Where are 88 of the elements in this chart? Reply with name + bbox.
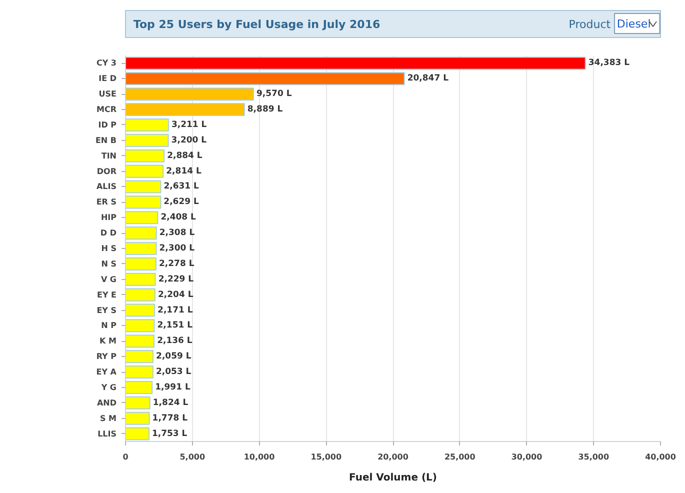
data-label: 2,408 L [160, 212, 197, 223]
text: Product [568, 18, 612, 31]
data-label: 1,778 L [152, 413, 188, 424]
data-label: 2,136 L [157, 336, 193, 346]
data-label: 2,151 L [157, 320, 194, 331]
y-tick-label: TIN [101, 151, 117, 160]
bar [126, 72, 405, 86]
bar [126, 149, 165, 162]
bar [126, 242, 157, 256]
bar [126, 350, 154, 364]
data-label: 1,991 L [155, 382, 191, 392]
y-tick-label: EN B [95, 136, 117, 145]
y-tick-label: K M [100, 336, 117, 346]
y-tick-label: EY S [96, 306, 117, 315]
y-tick-label: D D [100, 228, 117, 238]
bar [126, 272, 156, 286]
y-tick-label: EY A [96, 368, 118, 377]
data-label: 2,631 L [164, 182, 200, 192]
bar [126, 88, 254, 101]
bar [126, 380, 153, 394]
data-label: 2,053 L [156, 367, 192, 378]
bar [126, 427, 150, 440]
bar [126, 211, 158, 224]
x-axis-title: Fuel Volume (L) [349, 472, 437, 484]
bar [126, 334, 155, 348]
bar [126, 103, 245, 116]
data-label: 2,278 L [158, 258, 195, 269]
bar [126, 366, 154, 379]
data-label: 2,171 L [158, 305, 194, 316]
x-tick-label: 20,000 [378, 452, 409, 462]
data-label: 2,629 L [164, 197, 200, 208]
data-label: 34,383 L [588, 58, 630, 68]
data-label: 2,884 L [167, 150, 203, 161]
bar [126, 319, 155, 332]
x-tick-label: 0 [122, 452, 129, 462]
y-tick-label: USE [98, 90, 117, 99]
bar [126, 134, 169, 147]
data-label: 2,059 L [156, 352, 192, 362]
bar [126, 180, 162, 194]
data-label: 9,570 L [256, 89, 292, 100]
bar [126, 288, 156, 302]
y-tick-label: DOR [96, 166, 117, 176]
y-tick-label: N S [101, 259, 117, 268]
data-label: 3,211 L [171, 120, 208, 130]
data-label: 3,200 L [171, 135, 208, 146]
bar [126, 226, 157, 240]
y-tick-label: AND [96, 398, 117, 408]
y-tick-label: IE D [98, 74, 117, 84]
bar [126, 196, 162, 209]
y-tick-label: MCR [96, 105, 117, 114]
x-tick-label: 10,000 [244, 452, 276, 462]
y-tick-label: CY 3 [96, 58, 116, 68]
y-tick-label: N P [101, 321, 117, 330]
data-label: 2,229 L [158, 274, 194, 284]
data-label: 1,824 L [152, 398, 189, 408]
bar [126, 412, 150, 425]
y-tick-label: ALIS [96, 182, 117, 192]
y-tick-label: H S [101, 244, 117, 253]
data-label: 2,308 L [159, 228, 196, 238]
bar [126, 164, 164, 178]
data-label: 2,300 L [159, 244, 196, 254]
data-label: 2,814 L [166, 166, 202, 176]
y-tick-label: LLIS [98, 429, 117, 438]
x-tick-label: 15,000 [310, 452, 342, 462]
y-tick-label: S M [100, 414, 117, 423]
bar [126, 257, 156, 270]
y-tick-label: Y G [100, 382, 117, 392]
data-label: 20,847 L [407, 74, 450, 84]
y-tick-label: RY P [96, 352, 117, 362]
chart-title: Top 25 Users by Fuel Usage in July 2016 [133, 18, 380, 31]
bar [126, 304, 156, 317]
data-label: 8,889 L [247, 104, 284, 115]
y-tick-label: ID P [98, 120, 117, 130]
text: Diesel [616, 18, 651, 30]
bar [126, 56, 586, 70]
x-tick-label: 5,000 [180, 452, 206, 462]
bar [126, 396, 150, 410]
y-tick-label: HIP [100, 213, 117, 222]
data-label: 2,204 L [158, 290, 194, 300]
x-tick-label: 35,000 [578, 452, 610, 462]
bar [126, 118, 169, 132]
x-tick-label: 30,000 [511, 452, 543, 462]
data-label: 1,753 L [152, 428, 188, 439]
x-tick-label: 40,000 [645, 452, 676, 462]
x-tick-label: 25,000 [444, 452, 476, 462]
y-tick-label: V G [100, 274, 117, 284]
y-tick-label: ER S [96, 198, 117, 207]
y-tick-label: EY E [96, 290, 117, 300]
